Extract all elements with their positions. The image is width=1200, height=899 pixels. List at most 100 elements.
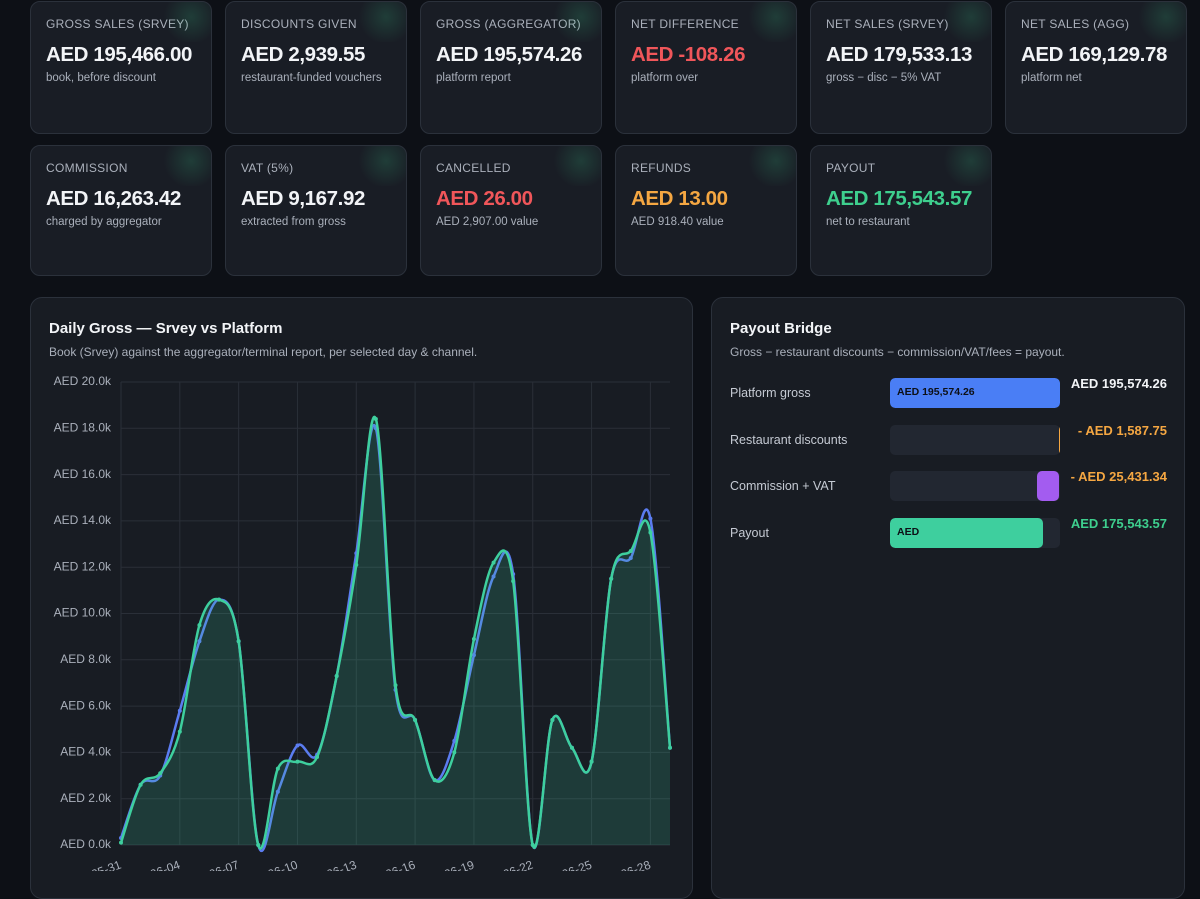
- point: [373, 417, 378, 422]
- row-value: AED 175,543.57: [1070, 515, 1167, 531]
- card-title: VAT (5%): [241, 161, 294, 175]
- row-label: Platform gross: [730, 386, 811, 400]
- card-value: AED 13.00: [631, 187, 728, 210]
- x-tick-label: 06-19: [442, 858, 476, 871]
- row-value: - AED 1,587.75: [1077, 422, 1167, 438]
- kpi-card: GROSS SALES (SRVEY) AED 195,466.00 book, b…: [30, 1, 212, 134]
- card-title: NET SALES (AGG): [1021, 17, 1130, 31]
- point: [315, 755, 320, 760]
- card-note: charged by aggregator: [46, 216, 162, 228]
- card-title: COMMISSION: [46, 161, 128, 175]
- bar-track: AED 195,574.26: [890, 378, 1060, 408]
- chart-subtitle: Book (Srvey) against the aggregator/term…: [49, 345, 478, 359]
- point: [628, 548, 633, 553]
- point: [491, 560, 496, 565]
- point: [177, 729, 182, 734]
- x-tick-label: 06-04: [148, 858, 182, 871]
- kpi-card: NET DIFFERENCE AED -108.26 platform over: [615, 1, 797, 134]
- kpi-card: COMMISSION AED 16,263.42 charged by aggreg…: [30, 145, 212, 276]
- bridge-title: Payout Bridge: [730, 320, 832, 337]
- point: [432, 778, 437, 783]
- point: [119, 840, 123, 845]
- point: [413, 717, 418, 722]
- card-title: GROSS (AGGREGATOR): [436, 17, 581, 31]
- point: [275, 789, 280, 794]
- point: [452, 750, 457, 755]
- y-tick-label: AED 12.0k: [54, 559, 112, 573]
- point: [217, 597, 222, 602]
- bridge-row: Restaurant discounts - AED 1,587.75: [730, 419, 1167, 459]
- card-value: AED 16,263.42: [46, 187, 181, 210]
- card-title: DISCOUNTS GIVEN: [241, 17, 357, 31]
- card-value: AED 195,466.00: [46, 43, 192, 66]
- row-label: Payout: [730, 525, 769, 540]
- point: [334, 674, 339, 679]
- x-tick-label: 05-31: [89, 858, 123, 871]
- kpi-card: VAT (5%) AED 9,167.92 extracted from gross: [225, 145, 407, 276]
- page: GROSS SALES (SRVEY) AED 195,466.00 book, b…: [30, 1, 1187, 899]
- row-label: Commission + VAT: [730, 479, 836, 493]
- point: [236, 639, 241, 644]
- card-note: platform report: [436, 72, 511, 84]
- row-value: AED 195,574.26: [1070, 376, 1167, 391]
- point: [589, 759, 594, 764]
- point: [158, 771, 163, 776]
- row-label: Restaurant discounts: [730, 432, 848, 447]
- y-tick-label: AED 4.0k: [60, 745, 112, 759]
- card-title: NET DIFFERENCE: [631, 17, 739, 31]
- kpi-card: PAYOUT AED 175,543.57 net to restaurant: [810, 145, 992, 276]
- chart-title: Daily Gross — Srvey vs Platform: [49, 320, 283, 337]
- bridge-subtitle: Gross − restaurant discounts − commissio…: [730, 345, 1065, 359]
- card-title: CANCELLED: [436, 161, 511, 175]
- card-value: AED 2,939.55: [241, 43, 365, 66]
- point: [609, 576, 614, 581]
- bar-track: AED: [890, 517, 1060, 548]
- card-title: REFUNDS: [631, 161, 692, 175]
- x-tick-label: 06-22: [501, 858, 535, 871]
- point: [628, 555, 633, 560]
- card-title: PAYOUT: [826, 161, 876, 175]
- point: [550, 717, 555, 722]
- card-note: AED 918.40 value: [631, 216, 724, 228]
- point: [177, 708, 182, 713]
- point: [354, 562, 359, 567]
- x-tick-label: 06-16: [384, 858, 418, 871]
- y-tick-label: AED 16.0k: [54, 467, 112, 481]
- point: [511, 579, 516, 584]
- card-value: AED 9,167.92: [241, 187, 365, 210]
- point: [530, 843, 535, 847]
- bar-label: AED 195,574.26: [897, 386, 975, 398]
- x-tick-label: 06-10: [266, 858, 300, 871]
- kpi-card: REFUNDS AED 13.00 AED 918.40 value: [615, 145, 797, 276]
- row-value: - AED 25,431.34: [1070, 469, 1167, 484]
- point: [491, 574, 496, 579]
- point: [256, 843, 261, 847]
- point: [138, 782, 143, 787]
- card-note: gross − disc − 5% VAT: [826, 72, 942, 84]
- card-note: platform net: [1021, 72, 1082, 84]
- y-tick-label: AED 20.0k: [54, 374, 112, 388]
- card-value: AED 169,129.78: [1021, 43, 1167, 66]
- x-tick-label: 06-25: [560, 858, 594, 871]
- card-value: AED 179,533.13: [826, 43, 972, 66]
- card-note: restaurant-funded vouchers: [241, 72, 382, 84]
- point: [452, 738, 457, 743]
- card-note: book, before discount: [46, 72, 156, 84]
- area: [121, 416, 670, 849]
- point: [295, 759, 300, 764]
- bridge-panel: Payout Bridge Gross − restaurant discoun…: [711, 297, 1185, 899]
- y-tick-label: AED 8.0k: [60, 652, 112, 666]
- kpi-card: GROSS (AGGREGATOR) AED 195,574.26 platform…: [420, 1, 602, 134]
- card-value: AED 26.00: [436, 187, 533, 210]
- series-line: [119, 415, 672, 850]
- y-tick-label: AED 6.0k: [60, 698, 112, 712]
- point: [471, 653, 476, 658]
- y-tick-label: AED 0.0k: [60, 837, 112, 851]
- y-tick-label: AED 2.0k: [60, 791, 112, 805]
- point: [668, 745, 672, 750]
- card-note: AED 2,907.00 value: [436, 216, 539, 228]
- point: [197, 639, 202, 644]
- bar: AED 195,574.26: [890, 378, 1060, 408]
- point: [275, 766, 280, 771]
- x-tick-label: 06-07: [207, 858, 241, 871]
